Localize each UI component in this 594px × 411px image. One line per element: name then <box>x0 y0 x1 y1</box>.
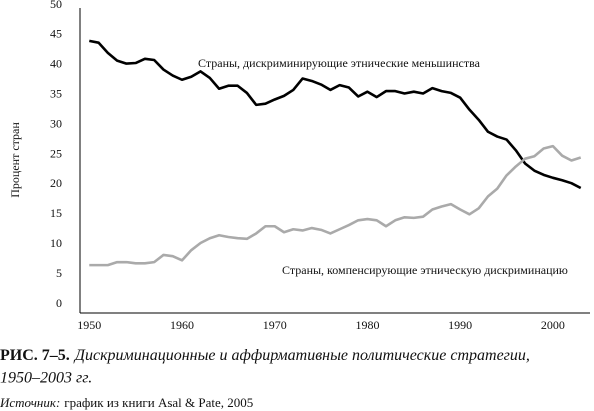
y-tick-label: 0 <box>56 296 62 310</box>
y-tick-label: 15 <box>50 206 62 220</box>
line-series <box>89 144 582 267</box>
annotation: Страны, компенсирующие этническую дискри… <box>282 263 568 277</box>
y-tick-label: 35 <box>50 86 62 100</box>
y-tick-label: 30 <box>50 116 62 130</box>
y-tick-label: 40 <box>50 57 62 71</box>
caption-label: РИС. 7–5. <box>0 347 70 364</box>
source-text: график из книги Asal & Pate, 2005 <box>64 395 253 410</box>
y-tick-label: 20 <box>50 176 62 190</box>
source-label: Источник: <box>0 395 60 410</box>
y-tick-label: 5 <box>56 266 62 280</box>
x-tick-label: 1990 <box>448 318 472 332</box>
line-series <box>89 39 582 190</box>
y-axis-label: Процент стран <box>8 122 22 198</box>
x-tick-label: 1980 <box>355 318 379 332</box>
caption: РИС. 7–5. Дискриминационные и аффирмативн… <box>0 347 530 364</box>
source: Источник: график из книги Asal & Pate, 20… <box>0 395 253 410</box>
y-tick-label: 50 <box>50 0 62 11</box>
x-tick-label: 2000 <box>541 318 565 332</box>
x-tick-label: 1950 <box>77 318 101 332</box>
x-tick-label: 1970 <box>263 318 287 332</box>
y-tick-label: 25 <box>50 146 62 160</box>
caption-title: Дискриминационные и аффирмативные полити… <box>73 347 530 364</box>
x-tick-label: 1960 <box>170 318 194 332</box>
caption-title: 1950–2003 гг. <box>0 370 92 387</box>
y-tick-label: 45 <box>50 27 62 41</box>
y-tick-label: 10 <box>50 236 62 250</box>
annotation: Страны, дискриминирующие этнические мень… <box>198 56 481 70</box>
